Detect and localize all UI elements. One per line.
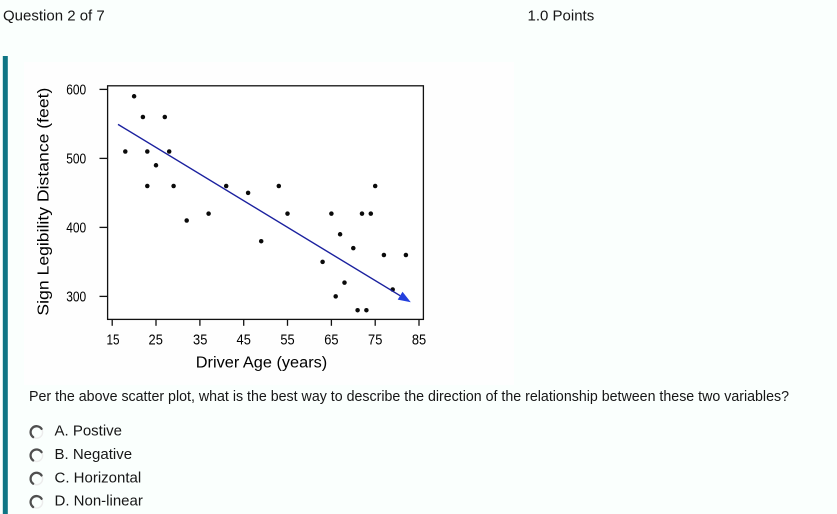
svg-text:15: 15 — [107, 332, 120, 348]
svg-text:25: 25 — [149, 332, 163, 348]
svg-text:75: 75 — [368, 332, 382, 348]
svg-text:65: 65 — [324, 332, 338, 348]
svg-text:Driver Age (years): Driver Age (years) — [196, 355, 328, 372]
svg-text:400: 400 — [66, 221, 86, 237]
svg-text:600: 600 — [66, 83, 86, 99]
svg-text:85: 85 — [412, 332, 426, 348]
svg-text:B. Negative: B. Negative — [55, 446, 133, 463]
svg-text:300: 300 — [66, 290, 86, 306]
svg-text:A. Postive: A. Postive — [55, 423, 123, 440]
svg-text:1.0 Points: 1.0 Points — [528, 7, 595, 24]
svg-text:C. Horizontal: C. Horizontal — [55, 469, 142, 486]
svg-text:35: 35 — [193, 332, 207, 348]
svg-text:Question 2 of 7: Question 2 of 7 — [3, 7, 105, 24]
svg-text:Sign Legibility Distance (feet: Sign Legibility Distance (feet) — [36, 88, 53, 316]
svg-text:D. Non-linear: D. Non-linear — [55, 493, 143, 510]
svg-text:55: 55 — [280, 332, 294, 348]
svg-text:Per the above scatter plot, wh: Per the above scatter plot, what is the … — [29, 389, 789, 405]
svg-text:500: 500 — [66, 152, 86, 168]
svg-text:45: 45 — [237, 332, 251, 348]
